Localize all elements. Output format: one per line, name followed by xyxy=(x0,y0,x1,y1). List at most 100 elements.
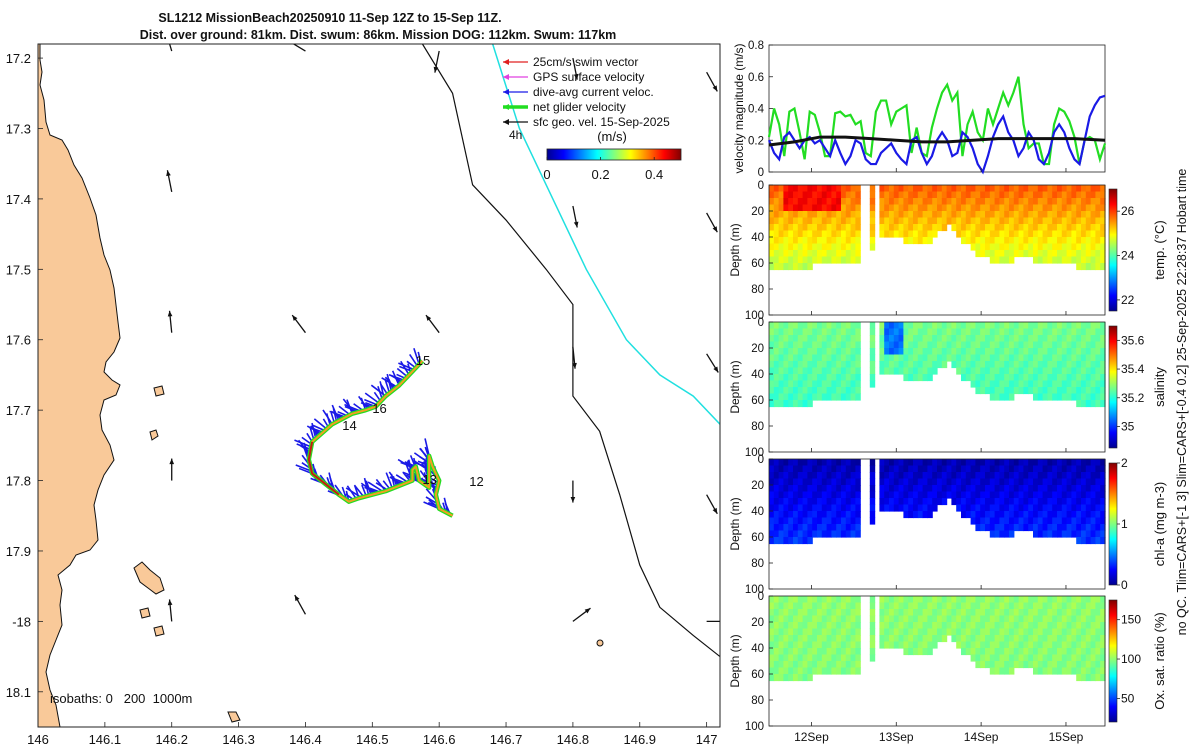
section-cell xyxy=(797,224,804,232)
section-cell xyxy=(1090,622,1096,630)
section-cell xyxy=(845,217,852,225)
section-cell xyxy=(850,387,856,395)
section-cell xyxy=(788,217,794,225)
section-cell xyxy=(980,648,986,656)
section-cell xyxy=(961,609,967,617)
section-cell xyxy=(821,256,828,264)
section-cell xyxy=(845,641,852,649)
section-cell xyxy=(908,478,914,486)
section-cell xyxy=(793,400,799,408)
section-cell xyxy=(961,328,967,336)
section-cell xyxy=(1061,335,1068,343)
section-cell xyxy=(884,622,890,630)
section-cell xyxy=(1018,459,1024,467)
section-cell xyxy=(855,354,861,362)
section-cell xyxy=(855,511,861,519)
section-cell xyxy=(985,387,991,395)
section-cell xyxy=(788,263,794,271)
section-cell xyxy=(994,224,1000,232)
section-cell xyxy=(1076,211,1082,219)
section-cell xyxy=(1018,387,1024,395)
section-cell xyxy=(937,465,943,473)
section-cell xyxy=(1047,237,1053,245)
section-cell xyxy=(1004,530,1010,538)
section-cell xyxy=(841,615,847,623)
section-cell xyxy=(946,198,952,206)
section-cell xyxy=(1085,485,1092,493)
section-cell xyxy=(788,511,794,519)
section-cell xyxy=(1033,602,1039,610)
section-cell xyxy=(1052,204,1058,212)
section-cell xyxy=(1033,504,1039,512)
section-cell xyxy=(778,530,784,538)
section-cell xyxy=(845,204,852,212)
section-cell xyxy=(961,498,967,506)
geo-velocity-arrow xyxy=(572,57,579,80)
section-cell xyxy=(793,256,799,264)
section-cell xyxy=(1090,459,1096,467)
section-cell xyxy=(1023,517,1029,525)
section-cell xyxy=(1004,374,1010,382)
section-cell xyxy=(1090,498,1096,506)
section-cell xyxy=(913,237,919,245)
section-cell xyxy=(927,341,933,349)
section-cell xyxy=(1095,602,1101,610)
section-cell xyxy=(889,596,895,604)
section-cell xyxy=(778,322,784,330)
section-cell xyxy=(917,465,924,473)
section-cell xyxy=(1057,348,1063,356)
section-cell xyxy=(980,335,986,343)
section-cell xyxy=(1023,609,1029,617)
section-cell xyxy=(869,204,876,212)
section-cell xyxy=(778,648,784,656)
section-cell xyxy=(807,491,813,499)
section-cell xyxy=(831,602,837,610)
section-cell xyxy=(817,465,823,473)
section-cell xyxy=(898,367,904,375)
section-cell xyxy=(812,250,818,258)
section-cell xyxy=(1018,661,1024,669)
section-y-tick-label: 0 xyxy=(758,591,764,603)
section-cell xyxy=(1066,322,1072,330)
section-cell xyxy=(812,517,818,525)
section-cell xyxy=(1081,191,1087,199)
section-cell xyxy=(836,387,842,395)
section-cell xyxy=(889,641,895,649)
section-cell xyxy=(975,341,981,349)
section-cell xyxy=(1071,250,1077,258)
section-cell xyxy=(797,230,804,238)
section-cell xyxy=(1081,335,1087,343)
section-cell xyxy=(841,654,847,662)
section-cell xyxy=(807,622,813,630)
section-cell xyxy=(807,335,813,343)
section-cell xyxy=(1095,243,1101,251)
section-cell xyxy=(956,622,962,630)
legend-swatch-head xyxy=(503,59,509,65)
section-cell xyxy=(1047,478,1053,486)
section-cell xyxy=(985,341,991,349)
section-y-tick-label: 40 xyxy=(751,643,764,655)
section-cell xyxy=(898,230,904,238)
section-cell xyxy=(1076,400,1082,408)
section-cell xyxy=(932,641,938,649)
section-cell xyxy=(1047,648,1053,656)
section-cell xyxy=(975,387,981,395)
current-vector xyxy=(375,478,387,492)
section-cell xyxy=(1037,224,1044,232)
section-cell xyxy=(1061,387,1068,395)
section-cell xyxy=(1085,596,1092,604)
section-cell xyxy=(1013,609,1020,617)
section-cell xyxy=(1095,511,1101,519)
section-cell xyxy=(1085,537,1092,545)
section-cell xyxy=(788,648,794,656)
section-cell xyxy=(994,380,1000,388)
section-cell xyxy=(927,641,933,649)
section-cell xyxy=(1076,485,1082,493)
section-cell xyxy=(908,322,914,330)
section-cell xyxy=(1033,635,1039,643)
section-cell xyxy=(1004,524,1010,532)
section-cell xyxy=(893,367,900,375)
section-cell xyxy=(913,498,919,506)
section-cell xyxy=(913,367,919,375)
